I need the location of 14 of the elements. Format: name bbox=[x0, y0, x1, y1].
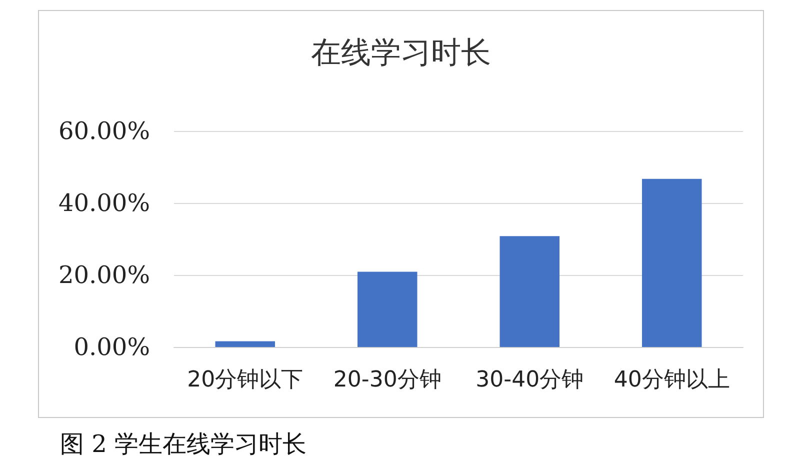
y-tick-label: 20.00% bbox=[58, 261, 150, 289]
bar bbox=[358, 272, 418, 347]
y-tick-label: 0.00% bbox=[74, 333, 150, 361]
bar bbox=[215, 341, 275, 347]
y-tick-label: 40.00% bbox=[58, 189, 150, 217]
x-tick-label: 30-40分钟 bbox=[476, 368, 584, 392]
x-tick-label: 20-30分钟 bbox=[333, 368, 442, 392]
x-tick-label: 20分钟以下 bbox=[187, 368, 304, 392]
caption: 图 2 学生在线学习时长 bbox=[60, 429, 307, 460]
y-tick-label: 60.00% bbox=[58, 117, 150, 145]
x-tick-label: 40分钟以上 bbox=[614, 368, 730, 392]
bar bbox=[500, 236, 560, 347]
chart-title: 在线学习时长 bbox=[311, 36, 491, 70]
bar bbox=[642, 178, 702, 347]
